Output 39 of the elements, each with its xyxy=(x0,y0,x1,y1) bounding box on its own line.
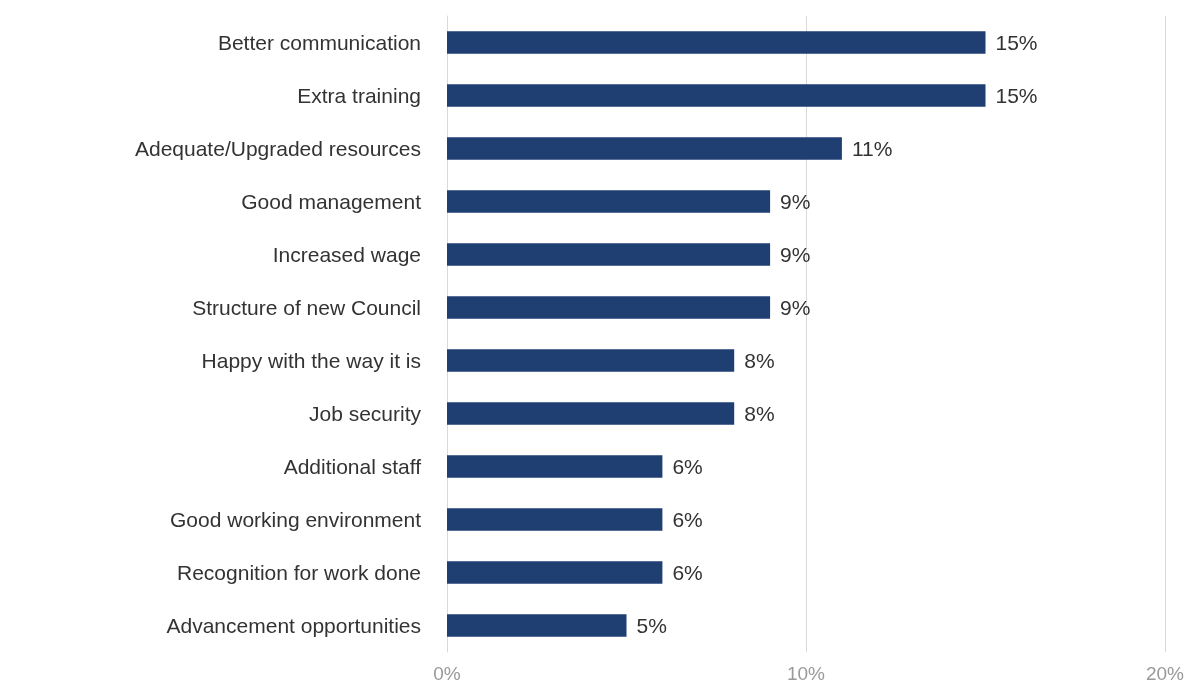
data-label: 5% xyxy=(636,614,667,637)
y-tick-label: Good working environment xyxy=(170,508,422,531)
bar xyxy=(447,561,663,584)
bar xyxy=(447,84,986,107)
data-label: 9% xyxy=(780,190,811,213)
bar xyxy=(447,243,771,266)
data-label: 8% xyxy=(744,402,775,425)
y-tick-label: Better communication xyxy=(217,31,421,54)
data-label: 15% xyxy=(995,84,1038,107)
y-tick-label: Structure of new Council xyxy=(192,296,421,319)
y-tick-label: Extra training xyxy=(297,84,421,107)
y-tick-label: Advancement opportunities xyxy=(166,614,421,637)
x-tick-label: 0% xyxy=(433,663,461,684)
y-tick-label: Happy with the way it is xyxy=(201,349,421,372)
data-label: 8% xyxy=(744,349,775,372)
bar xyxy=(447,508,663,531)
data-label: 6% xyxy=(672,508,703,531)
bar xyxy=(447,31,986,54)
data-label: 6% xyxy=(672,455,703,478)
y-tick-label: Good management xyxy=(241,190,422,213)
data-label: 9% xyxy=(780,243,811,266)
y-tick-label: Recognition for work done xyxy=(177,561,421,584)
bar xyxy=(447,455,663,478)
y-tick-label: Job security xyxy=(308,402,422,425)
y-tick-label: Increased wage xyxy=(272,243,421,266)
bar xyxy=(447,296,771,319)
bar xyxy=(447,349,735,372)
bar xyxy=(447,190,771,213)
bar xyxy=(447,402,735,425)
data-label: 9% xyxy=(780,296,811,319)
y-tick-label: Adequate/Upgraded resources xyxy=(134,137,421,160)
x-tick-label: 10% xyxy=(786,663,826,684)
y-tick-label: Additional staff xyxy=(283,455,422,478)
data-label: 11% xyxy=(851,137,893,160)
bar xyxy=(447,137,842,160)
data-label: 6% xyxy=(672,561,703,584)
data-label: 15% xyxy=(995,31,1038,54)
x-tick-label: 20% xyxy=(1145,663,1185,684)
bar xyxy=(447,614,627,637)
